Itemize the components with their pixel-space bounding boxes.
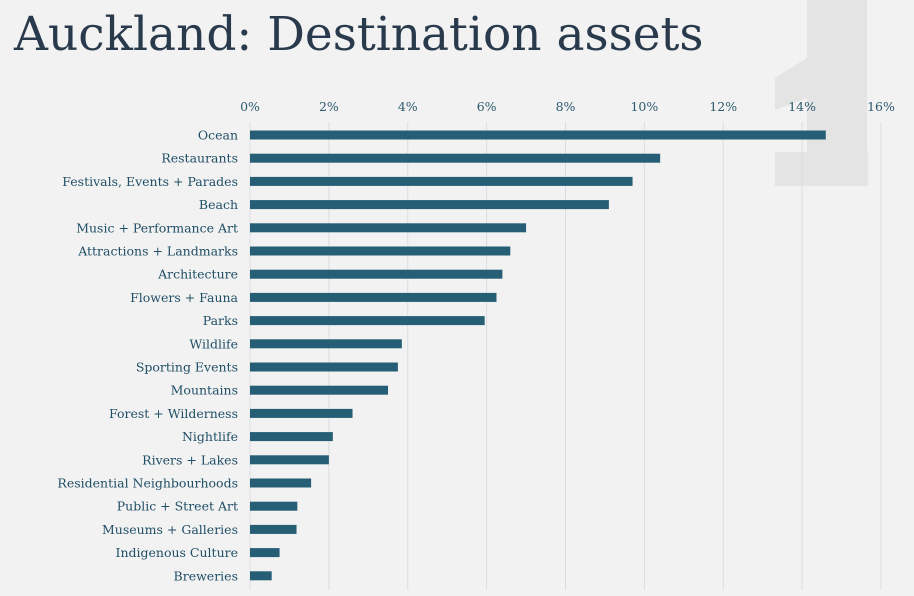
bar: [250, 571, 272, 581]
x-tick-label: 6%: [477, 99, 497, 114]
category-label: Rivers + Lakes: [142, 452, 238, 467]
category-label: Attractions + Landmarks: [77, 244, 238, 259]
bar: [250, 524, 297, 534]
category-label: Beach: [199, 197, 238, 212]
bar: [250, 269, 503, 279]
category-label: Ocean: [198, 128, 238, 143]
bar: [250, 130, 826, 140]
category-label: Forest + Wilderness: [109, 406, 238, 421]
category-label: Flowers + Fauna: [130, 290, 238, 305]
bar: [250, 339, 402, 349]
bar: [250, 153, 661, 163]
category-label: Breweries: [174, 568, 238, 583]
background-numeral-watermark: [775, 0, 914, 186]
category-label: Restaurants: [161, 151, 238, 166]
x-tick-label: 14%: [788, 99, 816, 114]
category-label: Parks: [203, 313, 238, 328]
x-tick-label: 0%: [240, 99, 260, 114]
category-label: Festivals, Events + Parades: [62, 174, 238, 189]
bar: [250, 432, 333, 442]
bar: [250, 292, 497, 302]
category-label: Indigenous Culture: [116, 545, 238, 560]
bar: [250, 316, 485, 326]
category-label: Music + Performance Art: [76, 220, 238, 235]
bar: [250, 455, 329, 465]
x-tick-label: 8%: [556, 99, 576, 114]
watermark-digit-shape: [775, 0, 868, 186]
category-label: Mountains: [171, 383, 238, 398]
bar: [250, 362, 398, 372]
bar: [250, 478, 312, 488]
bar: [250, 501, 298, 511]
x-tick-label: 4%: [398, 99, 418, 114]
bar: [250, 408, 353, 418]
x-tick-label: 12%: [709, 99, 737, 114]
page-title: Auckland: Destination assets: [14, 7, 704, 62]
category-label: Wildlife: [189, 336, 238, 351]
bar: [250, 385, 389, 395]
x-tick-label: 10%: [630, 99, 658, 114]
x-tick-label: 16%: [867, 99, 895, 114]
bar: [250, 176, 633, 186]
category-label: Public + Street Art: [117, 499, 238, 514]
bar: [250, 223, 527, 233]
category-label: Nightlife: [182, 429, 238, 444]
x-tick-label: 2%: [319, 99, 339, 114]
category-label: Museums + Galleries: [102, 522, 238, 537]
category-label: Residential Neighbourhoods: [57, 476, 238, 491]
bar: [250, 548, 280, 558]
category-label: Sporting Events: [136, 360, 238, 375]
bar: [250, 200, 609, 210]
category-label: Architecture: [157, 267, 238, 282]
bar: [250, 246, 511, 256]
